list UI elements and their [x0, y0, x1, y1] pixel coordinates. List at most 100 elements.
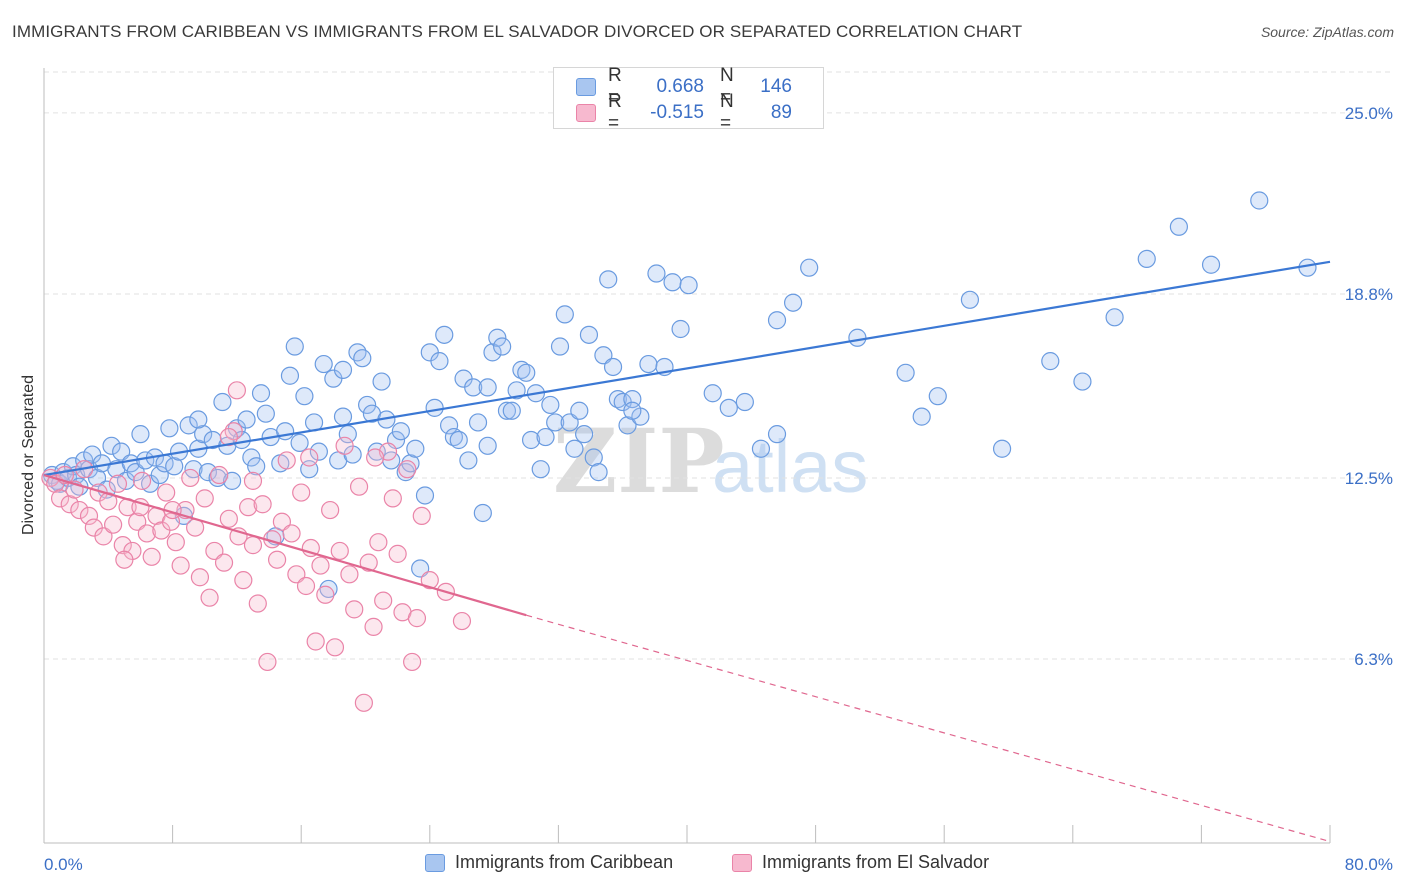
data-point — [478, 378, 497, 397]
data-point — [189, 410, 208, 429]
data-point — [512, 360, 531, 379]
data-point — [531, 460, 550, 479]
data-point — [224, 422, 243, 441]
data-point — [160, 419, 179, 438]
data-point — [1298, 258, 1317, 277]
data-point — [321, 500, 340, 520]
data-point — [415, 486, 435, 505]
data-point — [425, 398, 444, 417]
data-point — [335, 436, 354, 455]
data-point — [570, 401, 589, 420]
data-point — [132, 471, 152, 490]
data-point — [502, 401, 521, 420]
data-point — [1041, 352, 1060, 371]
data-point — [70, 500, 89, 520]
data-point — [237, 410, 256, 429]
data-point — [735, 392, 754, 412]
series-legend-el-salvador[interactable]: Immigrants from El Salvador — [732, 852, 989, 873]
data-point — [703, 384, 722, 403]
data-point — [166, 533, 185, 552]
data-point — [783, 293, 803, 312]
data-point — [639, 354, 658, 374]
data-point — [333, 360, 353, 379]
data-point — [137, 524, 156, 543]
data-point — [550, 337, 570, 356]
data-point — [546, 413, 565, 432]
data-point — [287, 565, 306, 584]
data-point — [478, 436, 497, 455]
data-point — [94, 527, 113, 546]
data-point — [599, 270, 618, 289]
data-point — [435, 325, 454, 344]
data-point — [311, 556, 330, 575]
data-point — [848, 328, 867, 347]
data-point — [276, 422, 295, 441]
data-point — [333, 407, 353, 426]
data-point — [161, 512, 181, 531]
data-point — [60, 495, 79, 514]
data-point — [623, 401, 642, 420]
data-point — [150, 465, 169, 485]
data-point — [108, 474, 128, 493]
data-point — [444, 427, 464, 447]
data-point — [87, 468, 107, 488]
data-point — [452, 611, 472, 631]
data-point — [483, 343, 502, 362]
data-point — [280, 366, 300, 385]
data-point — [541, 395, 560, 415]
legend-row-el-salvador: R = -0.515 N = 89 — [576, 91, 792, 134]
el-salvador-trend-extension — [526, 614, 1331, 843]
data-point — [1201, 255, 1221, 274]
data-point — [205, 541, 224, 561]
data-point — [374, 591, 393, 610]
data-point — [507, 381, 526, 400]
data-point — [497, 401, 517, 420]
data-point — [366, 448, 385, 467]
y-tick-label: 18.8% — [1345, 285, 1393, 304]
data-point — [243, 536, 263, 555]
data-point — [412, 506, 431, 526]
legend-r-label: R = — [608, 91, 622, 134]
data-point — [267, 550, 287, 569]
data-point — [565, 439, 584, 458]
data-point — [800, 258, 819, 277]
el-salvador-trend-line — [43, 473, 527, 617]
data-point — [388, 544, 407, 563]
data-point — [314, 354, 333, 374]
data-point — [1169, 217, 1188, 236]
data-point — [751, 439, 771, 458]
legend-swatch-caribbean — [576, 78, 596, 96]
data-point — [242, 448, 261, 467]
data-point — [247, 457, 266, 476]
data-point — [239, 498, 258, 517]
data-point — [364, 617, 383, 636]
caribbean-points — [42, 191, 1317, 599]
y-tick-label: 6.3% — [1354, 650, 1393, 669]
data-point — [618, 416, 637, 435]
correlation-legend: R = 0.668 N = 146 R = -0.515 N = 89 — [553, 65, 824, 134]
series-legend-caribbean[interactable]: Immigrants from Caribbean — [425, 852, 673, 873]
data-point — [468, 413, 488, 432]
data-point — [488, 328, 507, 347]
data-point — [319, 579, 338, 599]
data-point — [719, 398, 738, 417]
data-point — [493, 337, 512, 356]
data-point — [430, 352, 449, 371]
data-point — [407, 609, 427, 628]
data-point — [358, 395, 377, 415]
series-swatch-caribbean — [425, 853, 445, 872]
data-point — [306, 632, 325, 651]
data-point — [671, 319, 690, 339]
data-point — [104, 515, 123, 534]
data-point — [383, 489, 402, 508]
data-point — [253, 495, 272, 514]
data-point — [194, 425, 213, 444]
data-point — [589, 463, 608, 482]
data-point — [896, 363, 915, 382]
data-point — [227, 381, 246, 400]
data-point — [391, 422, 410, 441]
data-point — [243, 471, 263, 490]
data-point — [603, 357, 623, 377]
data-point — [449, 430, 468, 450]
